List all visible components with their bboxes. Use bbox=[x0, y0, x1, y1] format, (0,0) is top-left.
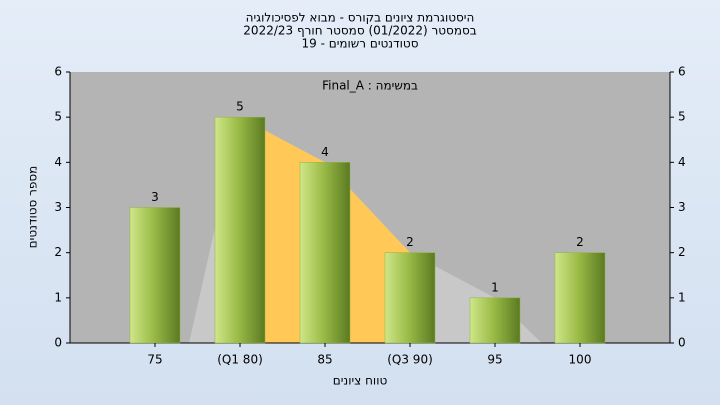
value-label: 2 bbox=[576, 235, 584, 249]
y-tick-label: 6 bbox=[54, 65, 62, 79]
y-tick-label: 2 bbox=[54, 245, 62, 259]
y2-tick-label: 1 bbox=[678, 290, 686, 304]
y-tick-label: 5 bbox=[54, 110, 62, 124]
y2-tick-label: 4 bbox=[678, 155, 686, 169]
y-axis-label: מספר סטודנטים bbox=[26, 166, 40, 249]
x-tick-label: 95 bbox=[487, 353, 502, 367]
y2-tick-label: 2 bbox=[678, 245, 686, 259]
chart-subtitle: בסמסטר (01/2022) סמסטר חורף 2022/23 bbox=[243, 24, 476, 38]
y2-tick-label: 3 bbox=[678, 200, 686, 214]
chart-title: היסטוגרמת ציונים בקורס - מבוא לפסיכולוגי… bbox=[246, 11, 475, 25]
chart-subtitle: סטודנטים רשומים - 19 bbox=[301, 37, 418, 51]
y-tick-label: 4 bbox=[54, 155, 62, 169]
x-tick-label: (Q1 80) bbox=[217, 353, 263, 367]
x-tick-label: (Q3 90) bbox=[387, 353, 433, 367]
bar bbox=[129, 207, 181, 344]
value-label: 4 bbox=[321, 145, 329, 159]
y2-tick-label: 6 bbox=[678, 65, 686, 79]
annotation: במשימה : Final_A bbox=[322, 79, 418, 93]
bar bbox=[299, 162, 351, 344]
y-tick-label: 1 bbox=[54, 290, 62, 304]
bar bbox=[554, 252, 606, 344]
x-tick-label: 85 bbox=[317, 353, 332, 367]
value-label: 3 bbox=[151, 190, 159, 204]
y-tick-label: 0 bbox=[54, 336, 62, 350]
value-label: 1 bbox=[491, 280, 499, 294]
value-label: 2 bbox=[406, 235, 414, 249]
x-tick-label: 75 bbox=[147, 353, 162, 367]
bar bbox=[469, 297, 521, 344]
y2-tick-label: 5 bbox=[678, 110, 686, 124]
bar bbox=[384, 252, 436, 344]
x-axis-label: טווח ציונים bbox=[333, 374, 388, 388]
bar bbox=[214, 116, 266, 344]
x-tick-label: 100 bbox=[569, 353, 592, 367]
y-tick-label: 3 bbox=[54, 200, 62, 214]
value-label: 5 bbox=[236, 100, 244, 114]
y2-tick-label: 0 bbox=[678, 336, 686, 350]
